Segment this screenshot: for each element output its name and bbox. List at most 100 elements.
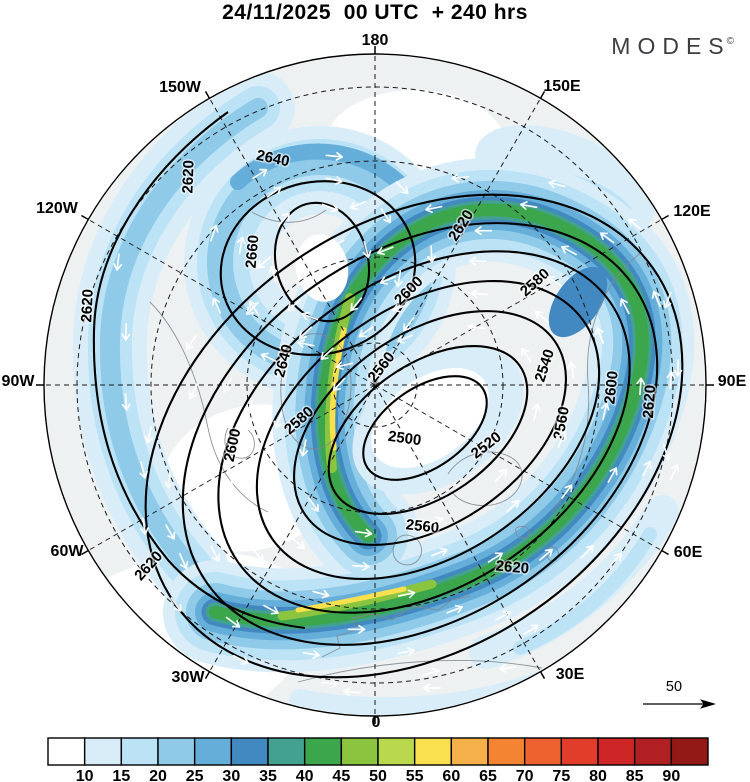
wind-arrow [273,412,283,429]
wind-arrow [144,426,154,444]
lon-label-180: 180 [362,32,389,49]
wind-arrow [263,481,273,499]
copyright-mark: © [726,36,734,47]
wind-arrow [470,289,489,299]
lon-label-60W: 60W [51,543,85,560]
colorbar-tick-15: 15 [112,768,130,782]
wind-arrow [121,323,131,341]
wind-arrow [257,256,272,269]
colorbar-cell-2 [120,737,159,766]
contour-label-2600: 2600 [601,370,621,405]
wind-arrow [422,667,440,677]
wind-arrow [194,464,204,483]
wind-arrow [362,240,372,259]
contour-label-2620: 2620 [179,160,197,194]
colorbar-cell-14 [560,737,599,766]
wind-arrow [165,524,176,540]
wind-arrow [325,176,343,185]
colorbar-tick-55: 55 [406,768,424,782]
colorbar-tick-90: 90 [662,768,680,782]
lon-label-30W: 30W [172,669,206,686]
wind-arrow [113,253,123,271]
wind-arrow [325,151,344,161]
wind-arrow [521,348,532,363]
wind-arrow [266,186,282,198]
wind-arrow [662,443,672,461]
colorbar-cell-15 [597,737,636,766]
wind-arrow [139,461,148,479]
colorbar-tick-60: 60 [442,768,460,782]
wind-arrow [312,589,330,599]
wind-arrow [299,439,309,457]
lon-label-150W: 150W [159,79,202,96]
longitude-labels: 180 150E 120E 90E 60E 30E 0 30W 60W 90W 120W 150W [2,32,747,731]
colorbar-cell-3 [157,737,196,766]
wind-arrow [140,517,149,535]
wind-arrow [561,484,573,499]
wind-arrow [519,201,538,210]
wind-arrow [301,311,319,321]
wind-arrow [548,179,566,189]
colorbar-tick-40: 40 [296,768,314,782]
wind-arrow [320,347,334,360]
wind-arrow [121,393,131,411]
wind-arrow [599,232,615,244]
wind-arrow [225,616,241,628]
contour-lines [92,111,684,679]
wind-arrow [474,226,493,236]
colorbar-tick-80: 80 [589,768,607,782]
wind-arrow [451,173,469,183]
wind-arrow [446,604,463,614]
wind-arrow [332,377,346,392]
wind-arrow [394,269,404,288]
wind-arrow [662,291,672,309]
forecast-title: 24/11/2025 00 UTC + 240 hrs [222,1,528,24]
wind-arrow [335,361,354,371]
wind-arrow [227,479,237,498]
wind-arrow [426,516,444,526]
wind-arrow [170,597,182,612]
wind-arrow [188,383,198,400]
wind-arrow [636,377,646,396]
coastlines [149,209,643,683]
wind-arrow [567,361,577,379]
wind-arrow [321,203,339,213]
wind-arrow [263,604,279,615]
wind-arrow [495,610,512,621]
colorbar-tick-30: 30 [222,768,240,782]
wind-arrow [350,297,363,312]
wind-arrow [402,317,415,332]
contour-label-2620: 2620 [495,558,530,578]
colorbar-cell-7 [303,737,343,766]
wind-arrow [358,326,374,338]
colorbar-tick-35: 35 [259,768,277,782]
wind-arrow [531,403,541,421]
wind-arrow [487,552,503,563]
colorbar-cell-0 [47,737,86,766]
wind-arrow [546,276,563,287]
wind-arrow [347,624,366,634]
wind-arrow [539,548,553,561]
wind-arrow [467,322,486,332]
contour-label-2500: 2500 [387,428,422,449]
wind-arrow [423,683,441,693]
wind-reference-arrow: 50 [643,679,716,709]
wind-arrow [581,544,594,559]
wind-arrow [298,326,313,339]
lon-label-120W: 120W [36,200,79,217]
wind-arrow [277,212,290,227]
colorbar: 10 15 20 25 30 35 40 45 50 55 60 65 70 75 80 85 90 [47,737,709,782]
wind-arrow [669,463,680,481]
wind-arrow [595,327,604,344]
contour-label-2560: 2560 [405,516,440,536]
wind-arrow [186,335,197,351]
map-rim [36,46,714,724]
wind-arrow [494,468,508,483]
lon-label-150E: 150E [543,78,581,95]
contour-label-2620: 2620 [640,384,659,418]
colorbar-cell-6 [267,737,306,766]
wind-arrow [308,497,319,512]
wind-arrow [499,664,517,673]
